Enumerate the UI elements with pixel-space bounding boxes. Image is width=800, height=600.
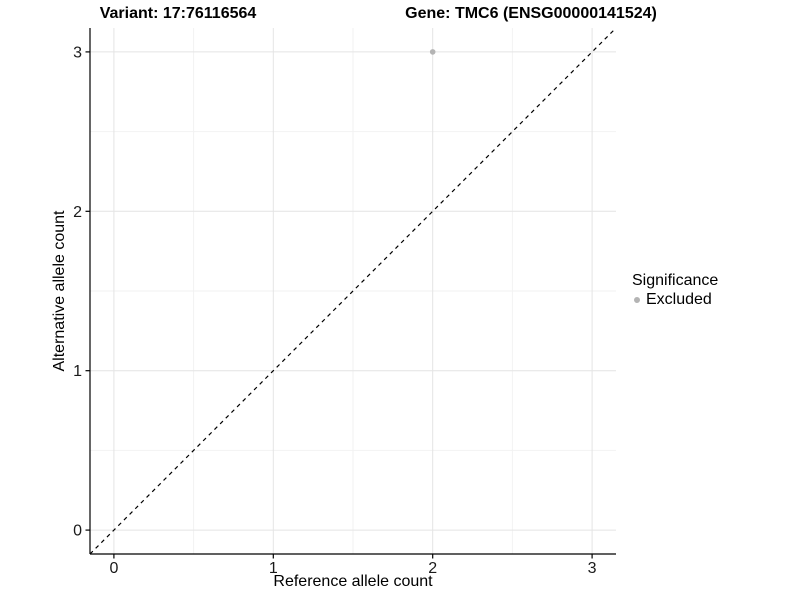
legend-title: Significance: [632, 272, 719, 289]
x-tick-label: 0: [109, 560, 118, 577]
data-point: [429, 49, 436, 55]
legend: Significance Excluded: [632, 271, 718, 309]
x-axis-title: Reference allele count: [273, 573, 433, 590]
excluded-point-swatch: [634, 296, 640, 303]
variant-title: Variant: 17:76116564: [99, 5, 257, 22]
y-tick-label: 2: [73, 204, 82, 221]
y-tick-label: 3: [73, 44, 82, 61]
identity-dashed-line: [89, 27, 617, 555]
gene-title: Gene: TMC6 (ENSG00000141524): [405, 5, 657, 22]
x-tick-label: 3: [588, 560, 597, 577]
x-tick-label: 2: [428, 560, 437, 577]
y-axis-title: Alternative allele count: [51, 210, 68, 372]
legend-item-label: Excluded: [646, 291, 712, 308]
y-tick-label: 1: [73, 363, 82, 380]
y-tick-label: 0: [73, 523, 82, 540]
x-tick-label: 1: [269, 560, 278, 577]
legend-item-excluded: Excluded: [632, 290, 718, 309]
